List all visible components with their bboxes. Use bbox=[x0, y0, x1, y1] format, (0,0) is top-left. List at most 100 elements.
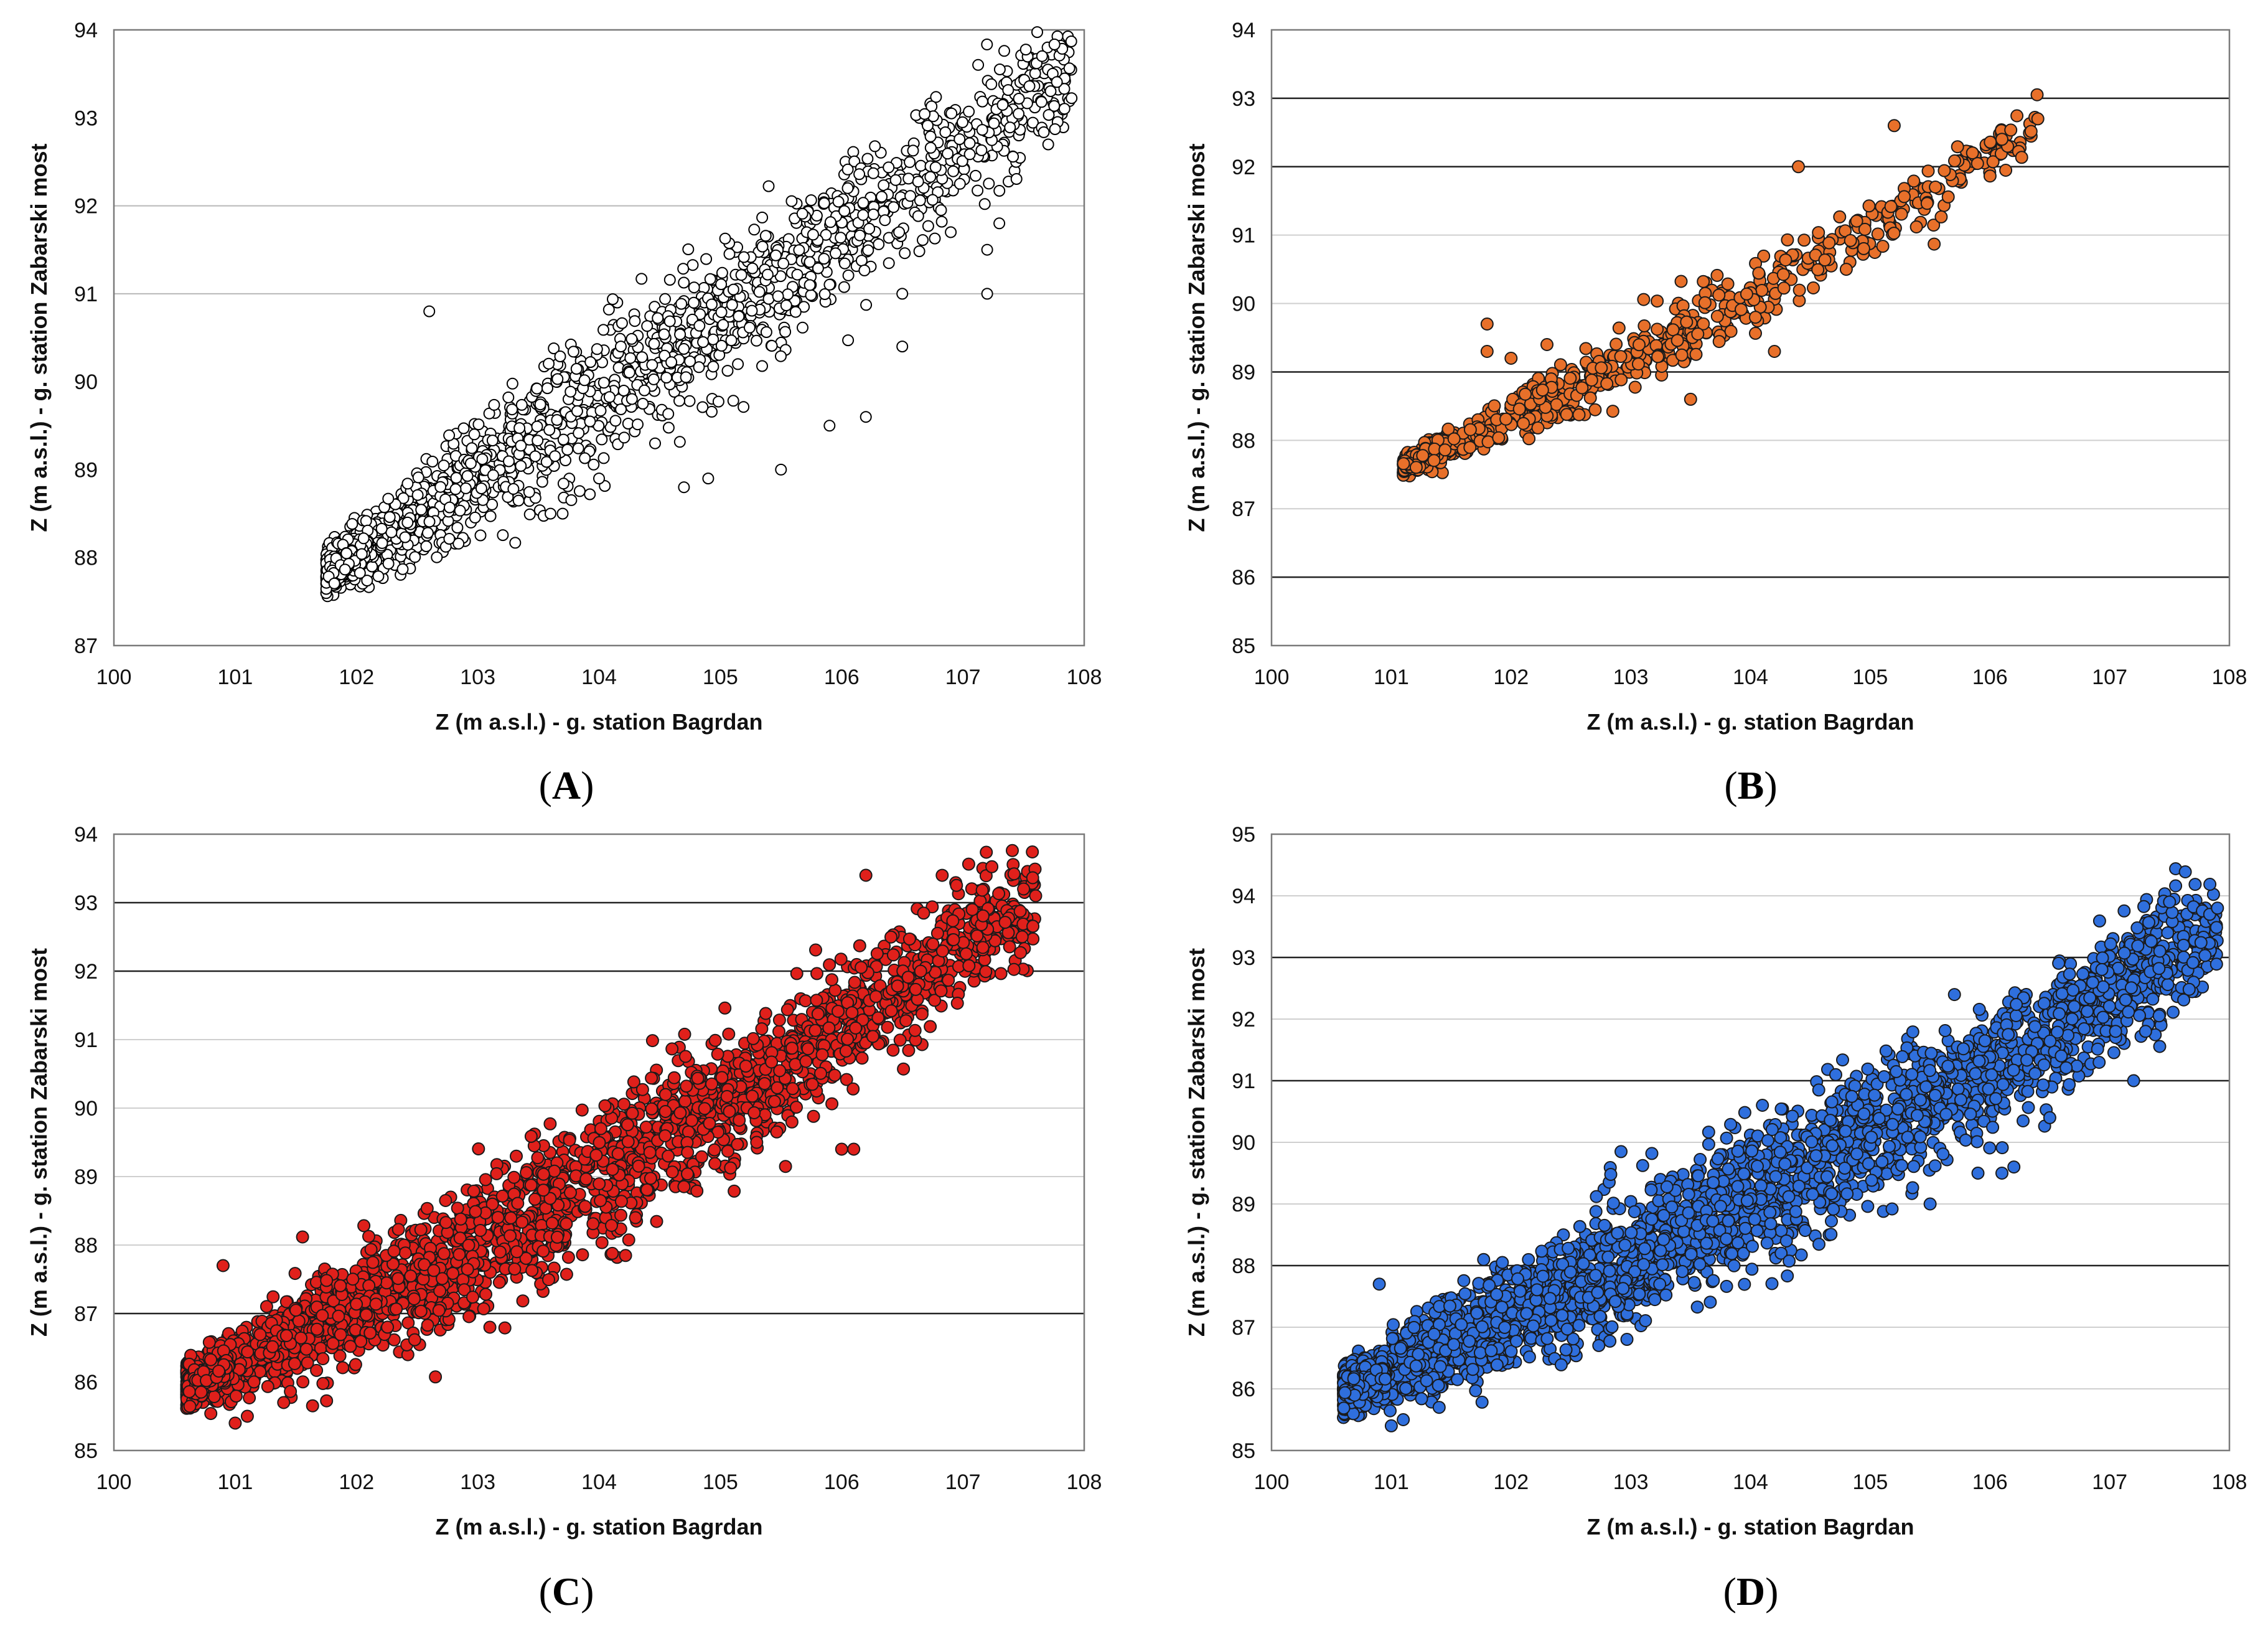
data-point bbox=[914, 194, 926, 207]
data-point bbox=[429, 1370, 443, 1384]
data-point bbox=[640, 1183, 654, 1196]
data-point bbox=[1710, 309, 1724, 323]
panel-label: (A) bbox=[539, 763, 594, 807]
data-point bbox=[1588, 403, 1602, 416]
data-point bbox=[1013, 93, 1025, 105]
data-point bbox=[924, 130, 937, 143]
data-point bbox=[598, 1099, 612, 1112]
data-point bbox=[1938, 164, 1951, 177]
data-point bbox=[789, 1058, 802, 1071]
data-point bbox=[616, 317, 628, 329]
data-point bbox=[357, 1219, 371, 1233]
data-point bbox=[1066, 92, 1078, 105]
data-point bbox=[942, 148, 954, 160]
plot-frame bbox=[1270, 29, 2231, 647]
data-point bbox=[1036, 50, 1048, 62]
data-point bbox=[461, 470, 474, 482]
data-point bbox=[682, 1125, 695, 1139]
data-point bbox=[515, 440, 527, 452]
data-point bbox=[708, 1157, 722, 1170]
data-point bbox=[697, 336, 710, 348]
data-point bbox=[1560, 408, 1573, 421]
data-point bbox=[1512, 402, 1526, 416]
outlier-point bbox=[1887, 119, 1901, 133]
data-point bbox=[502, 391, 515, 403]
data-point bbox=[2010, 109, 2024, 123]
x-tick-label: 103 bbox=[460, 665, 495, 689]
data-point bbox=[980, 845, 993, 859]
data-point bbox=[314, 1342, 327, 1355]
data-point bbox=[437, 1247, 451, 1261]
data-point bbox=[972, 59, 985, 71]
data-point bbox=[1579, 342, 1593, 355]
data-point bbox=[883, 257, 895, 270]
data-point bbox=[825, 973, 838, 987]
data-point bbox=[733, 310, 745, 322]
data-point bbox=[789, 306, 802, 318]
data-point bbox=[1749, 311, 1762, 324]
data-point bbox=[838, 205, 851, 217]
data-point bbox=[857, 209, 869, 221]
data-point bbox=[998, 45, 1010, 57]
data-point bbox=[534, 398, 546, 411]
data-point bbox=[570, 363, 583, 375]
data-point bbox=[715, 339, 728, 352]
data-point bbox=[695, 1150, 708, 1164]
data-point bbox=[807, 1109, 820, 1123]
data-point bbox=[841, 163, 854, 176]
data-point bbox=[380, 1276, 393, 1290]
data-point bbox=[572, 442, 584, 454]
data-point bbox=[401, 477, 414, 490]
data-point bbox=[202, 1335, 216, 1349]
data-point bbox=[902, 172, 915, 185]
scatter-points bbox=[1397, 88, 2045, 482]
data-point bbox=[1724, 324, 1738, 338]
panel-label-letter: B bbox=[1738, 763, 1764, 807]
data-point bbox=[443, 429, 456, 441]
data-point bbox=[693, 319, 706, 332]
data-point bbox=[596, 433, 608, 446]
data-point bbox=[782, 288, 794, 301]
data-point bbox=[1595, 361, 1608, 375]
data-point bbox=[698, 1102, 711, 1116]
data-point bbox=[1651, 350, 1664, 364]
data-point bbox=[1951, 140, 1964, 154]
data-point bbox=[1844, 233, 1857, 247]
data-point bbox=[830, 247, 841, 260]
data-point bbox=[673, 436, 686, 448]
data-point bbox=[1752, 266, 1766, 280]
panel-label-close: ) bbox=[1764, 763, 1777, 807]
data-point bbox=[548, 1164, 561, 1178]
data-point bbox=[426, 456, 439, 468]
data-point bbox=[738, 401, 750, 413]
data-point bbox=[712, 395, 724, 408]
data-point bbox=[945, 107, 958, 120]
data-point bbox=[635, 273, 648, 285]
data-point bbox=[985, 78, 998, 90]
data-point bbox=[1895, 207, 1908, 221]
data-point bbox=[1777, 281, 1791, 295]
data-point bbox=[484, 510, 497, 522]
data-point bbox=[1680, 315, 1694, 329]
x-tick-label: 100 bbox=[96, 665, 132, 689]
data-point bbox=[316, 1352, 330, 1366]
data-point bbox=[573, 485, 586, 497]
data-point bbox=[1026, 845, 1039, 858]
x-tick-label: 101 bbox=[218, 665, 253, 689]
data-point bbox=[382, 492, 395, 505]
data-point bbox=[1984, 135, 1997, 149]
data-point bbox=[675, 298, 688, 310]
data-point bbox=[296, 1230, 309, 1244]
y-tick-label: 87 bbox=[74, 634, 98, 658]
data-point bbox=[469, 511, 481, 524]
data-point bbox=[510, 1149, 523, 1163]
y-tick-label: 85 bbox=[1232, 634, 1255, 658]
data-point bbox=[996, 99, 1009, 111]
data-point bbox=[443, 533, 456, 545]
data-point bbox=[963, 137, 976, 149]
data-point bbox=[1463, 423, 1477, 436]
data-point bbox=[529, 450, 541, 463]
data-point bbox=[700, 253, 713, 265]
data-point bbox=[904, 156, 916, 168]
data-point bbox=[804, 279, 816, 291]
